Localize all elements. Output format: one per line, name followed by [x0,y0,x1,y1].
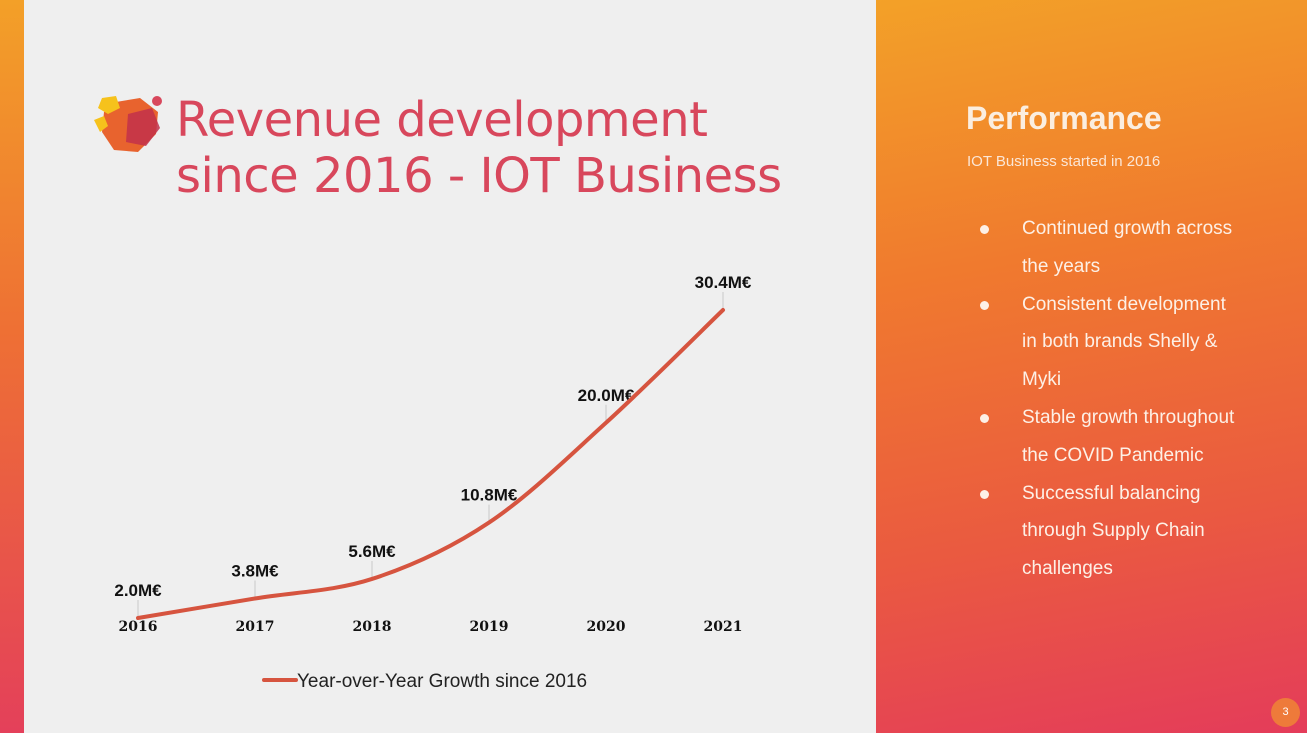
revenue-line-chart: 2016 2017 2018 2019 2020 2021 2.0M€ 3.8M€ 5.6M€… [114,273,752,692]
data-point-label: 10.8M€ [461,486,518,505]
bullet-item: Consistent development in both brands Sh… [976,286,1236,399]
bullet-text: Consistent development in both brands Sh… [1022,293,1226,391]
x-tick-label: 2016 [119,619,158,635]
slide-title: Revenue development since 2016 - IOT Bus… [176,92,782,204]
data-point-label: 20.0M€ [578,386,635,405]
bullet-dot-icon [980,413,989,423]
bullet-dot-icon [980,489,989,499]
bullet-item: Successful balancing through Supply Chai… [976,475,1236,588]
bullet-item: Stable growth throughout the COVID Pande… [976,399,1236,475]
logo-icon [94,96,162,152]
bullet-text: Successful balancing through Supply Chai… [1022,482,1205,580]
bullet-text: Continued growth across the years [1022,218,1233,277]
series-line-yoy-growth [136,308,725,620]
data-point-label: 2.0M€ [114,581,162,600]
bullet-list: Continued growth across the years Consis… [976,210,1236,588]
bullet-item: Continued growth across the years [976,210,1236,286]
x-tick-label: 2018 [353,619,392,635]
data-point-label: 30.4M€ [695,273,752,292]
left-accent-strip [0,0,24,733]
data-point-label: 5.6M€ [348,542,396,561]
data-point-label: 3.8M€ [231,561,279,580]
panel-subtitle: IOT Business started in 2016 [967,153,1161,170]
x-tick-label: 2020 [587,619,626,635]
bullet-dot-icon [980,300,989,310]
panel-title: Performance [966,100,1162,136]
page-number-badge: 3 [1271,698,1300,727]
legend-label: Year-over-Year Growth since 2016 [297,671,587,692]
performance-panel: Performance IOT Business started in 2016… [876,0,1307,733]
slide-title-line-1: Revenue development [176,92,708,148]
slide-title-line-2: since 2016 - IOT Business [176,148,782,204]
slide-main-area [24,0,876,733]
bullet-dot-icon [980,225,989,234]
x-tick-label: 2019 [470,619,509,635]
x-tick-label: 2017 [236,619,275,635]
bullet-text: Stable growth throughout the COVID Pande… [1022,406,1235,466]
x-tick-label: 2021 [704,619,743,635]
